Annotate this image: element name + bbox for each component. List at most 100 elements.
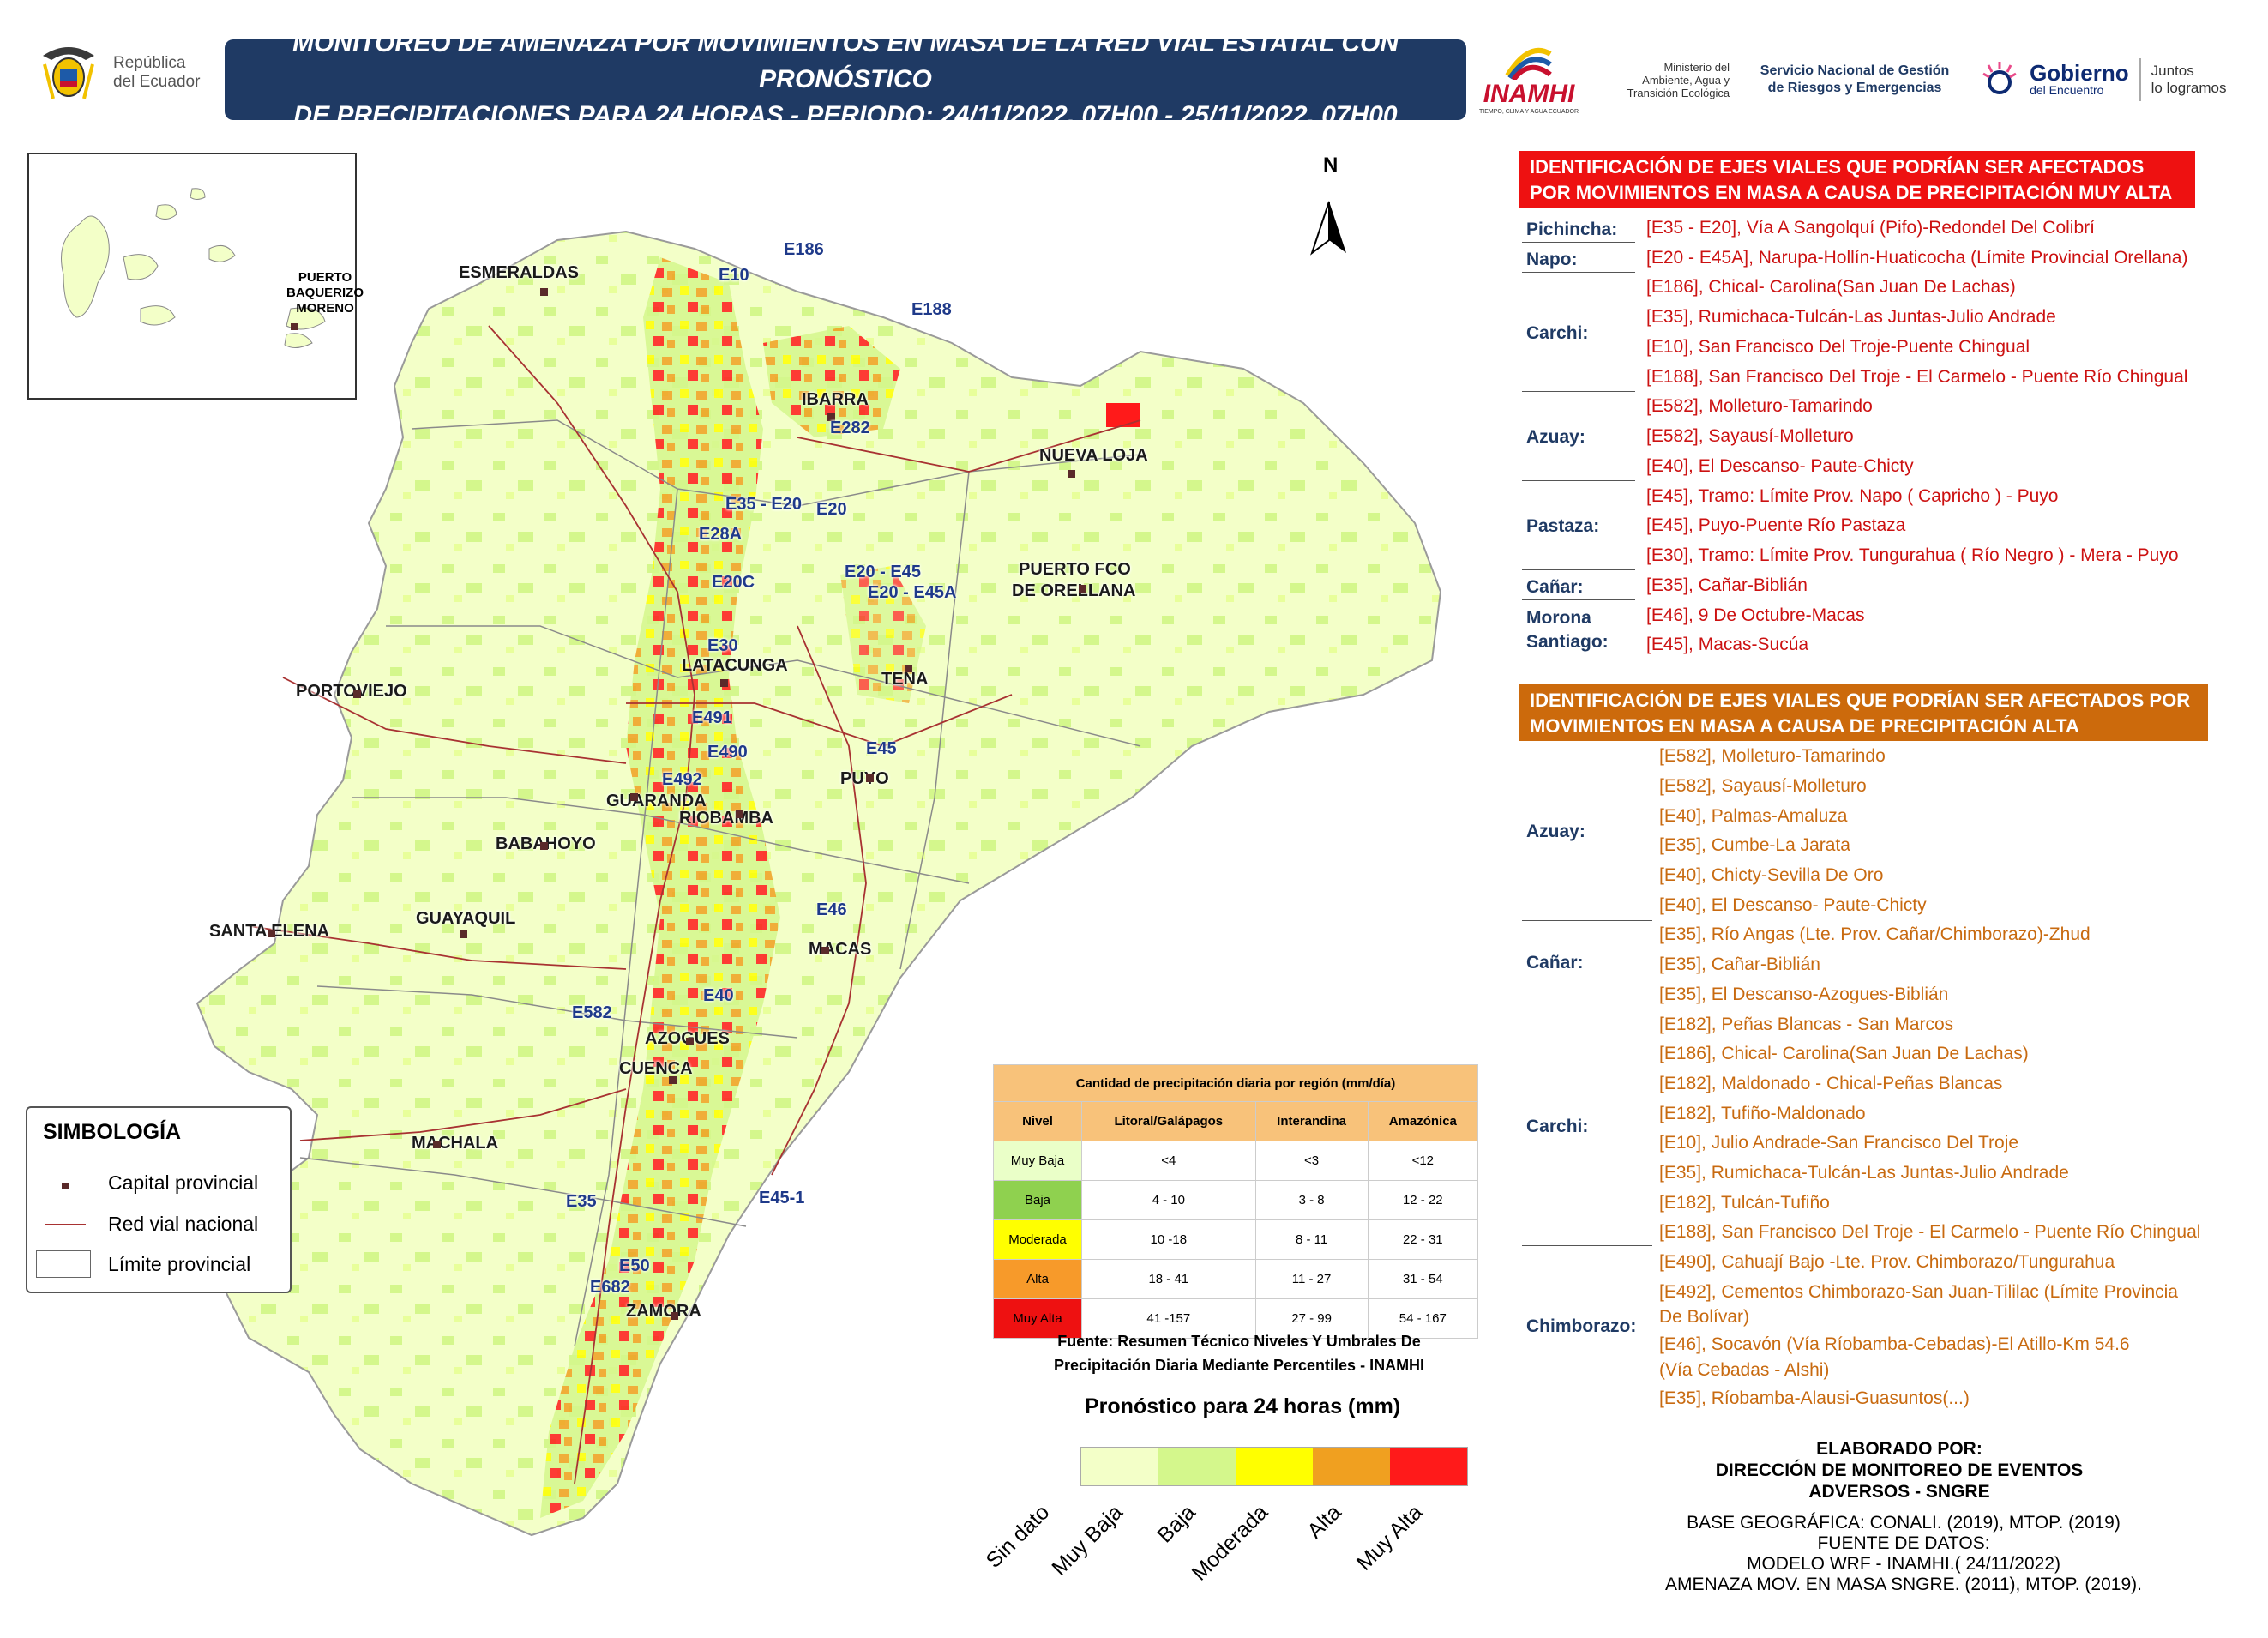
gobierno-star-icon bbox=[1982, 62, 2017, 94]
legend-swatch bbox=[1313, 1448, 1390, 1485]
table-cell: 10 -18 bbox=[1081, 1219, 1256, 1260]
symbology-limit: Límite provincial bbox=[36, 1250, 251, 1278]
table-header: Amazónica bbox=[1367, 1101, 1479, 1141]
table-cell: 4 - 10 bbox=[1081, 1180, 1256, 1220]
road-label: E20 - E45A bbox=[868, 583, 957, 602]
road-item: [E582], Molleturo-Tamarindo bbox=[1659, 746, 1886, 766]
province-label: Napo: bbox=[1526, 250, 1578, 269]
inamhi-text: INAMHI bbox=[1483, 79, 1575, 108]
city-label: PORTOVIEJO bbox=[296, 682, 407, 701]
capital-marker bbox=[630, 793, 638, 801]
road-item: [E30], Tramo: Límite Prov. Tungurahua ( … bbox=[1646, 545, 2179, 565]
road-item: [E492], Cementos Chimborazo-San Juan-Til… bbox=[1659, 1282, 2178, 1302]
road-item: De Bolívar) bbox=[1659, 1307, 1750, 1327]
province-label: Carchi: bbox=[1526, 1117, 1589, 1136]
road-item: [E35], Ríobamba-Alausi-Guasuntos(...) bbox=[1659, 1388, 1970, 1408]
city-label: MACHALA bbox=[412, 1134, 499, 1153]
divider bbox=[1522, 480, 1635, 481]
table-cell: 41 -157 bbox=[1081, 1298, 1256, 1339]
legend-title: Pronóstico para 24 horas (mm) bbox=[1085, 1394, 1401, 1418]
capital-marker bbox=[460, 930, 467, 938]
road-label: E35 - E20 bbox=[725, 495, 802, 514]
symbology-limit-label: Límite provincial bbox=[108, 1252, 251, 1275]
north-arrow-icon bbox=[1310, 201, 1346, 256]
legend-swatch bbox=[1390, 1448, 1467, 1485]
table-row: Baja 4 - 10 3 - 8 12 - 22 bbox=[993, 1180, 1479, 1220]
table-level: Baja bbox=[993, 1180, 1082, 1220]
road-item: [E10], San Francisco Del Troje-Puente Ch… bbox=[1646, 337, 2030, 357]
road-item: [E182], Maldonado - Chical-Peñas Blancas bbox=[1659, 1074, 2003, 1093]
table-cell: <12 bbox=[1367, 1141, 1479, 1181]
capital-marker bbox=[866, 774, 874, 782]
city-label: ESMERALDAS bbox=[459, 263, 580, 282]
table-level: Muy Baja bbox=[993, 1141, 1082, 1181]
road-item: [E35], Cumbe-La Jarata bbox=[1659, 835, 1850, 855]
map-title: MONITOREO DE AMENAZA POR MOVIMIENTOS EN … bbox=[225, 29, 1466, 129]
table-level: Muy Alta bbox=[993, 1298, 1082, 1339]
road-item: [E35], Río Angas (Lte. Prov. Cañar/Chimb… bbox=[1659, 924, 2091, 944]
capital-marker bbox=[1068, 470, 1075, 478]
divider bbox=[1522, 391, 1635, 392]
province-label: Pastaza: bbox=[1526, 516, 1600, 536]
city-label: IBARRA bbox=[802, 390, 869, 409]
data-sources: BASE GEOGRÁFICA: CONALI. (2019), MTOP. (… bbox=[1612, 1513, 2195, 1595]
road-label: E20 - E45 bbox=[845, 563, 921, 581]
table-row: Muy Alta 41 -157 27 - 99 54 - 167 bbox=[993, 1298, 1479, 1339]
road-label: E46 bbox=[816, 900, 847, 919]
road-label: E20 bbox=[816, 500, 847, 519]
road-item: (Vía Cebadas - Alshi) bbox=[1659, 1360, 1830, 1380]
capital-marker bbox=[905, 665, 912, 672]
road-label: E682 bbox=[590, 1278, 630, 1297]
road-item: [E40], Chicty-Sevilla De Oro bbox=[1659, 865, 1884, 885]
road-item: [E186], Chical- Carolina(San Juan De Lac… bbox=[1659, 1044, 2029, 1063]
capital-marker bbox=[821, 947, 829, 954]
capital-marker bbox=[353, 690, 361, 698]
city-label: CUENCA bbox=[619, 1059, 693, 1078]
road-network bbox=[248, 325, 1141, 1484]
divider bbox=[1522, 599, 1635, 600]
legend-swatch bbox=[1158, 1448, 1236, 1485]
city-label: TENA bbox=[881, 670, 929, 689]
road-label: E186 bbox=[784, 240, 824, 259]
divider bbox=[1522, 242, 1635, 243]
muy-alta-header: IDENTIFICACIÓN DE EJES VIALES QUE PODRÍA… bbox=[1519, 151, 2195, 208]
capital-marker bbox=[669, 1076, 677, 1084]
road-item: [E582], Molleturo-Tamarindo bbox=[1646, 396, 1873, 416]
province-label: Carchi: bbox=[1526, 323, 1589, 343]
province-label: Chimborazo: bbox=[1526, 1316, 1637, 1336]
road-label: E282 bbox=[830, 419, 870, 437]
provincial-borders bbox=[299, 419, 1141, 1347]
road-item: [E40], El Descanso- Paute-Chicty bbox=[1659, 895, 1927, 915]
divider bbox=[1522, 272, 1635, 273]
city-label: PUYO bbox=[840, 769, 889, 788]
legend-swatch bbox=[1236, 1448, 1313, 1485]
road-item: [E35], Cañar-Biblián bbox=[1646, 575, 1808, 595]
table-row: Moderada 10 -18 8 - 11 22 - 31 bbox=[993, 1219, 1479, 1260]
limit-box-icon bbox=[36, 1250, 91, 1278]
nueva-loja-hotspot bbox=[1106, 403, 1140, 427]
symbology-road: Red vial nacional bbox=[45, 1213, 258, 1236]
table-cell: 18 - 41 bbox=[1081, 1259, 1256, 1299]
road-label: E30 bbox=[707, 636, 738, 655]
table-cell: 31 - 54 bbox=[1367, 1259, 1479, 1299]
north-label: N bbox=[1323, 154, 1338, 177]
republica-logo: República del Ecuador bbox=[34, 34, 214, 111]
road-label: E490 bbox=[707, 743, 748, 762]
road-label: E45-1 bbox=[759, 1189, 805, 1207]
inamhi-sub: TIEMPO, CLIMA Y AGUA ECUADOR bbox=[1479, 108, 1579, 115]
road-item: [E582], Sayausí-Molleturo bbox=[1659, 776, 1867, 796]
road-label: E491 bbox=[692, 708, 732, 727]
road-label: E50 bbox=[619, 1256, 650, 1275]
road-item: [E40], Palmas-Amaluza bbox=[1659, 806, 1848, 826]
road-item: [E182], Peñas Blancas - San Marcos bbox=[1659, 1015, 1954, 1034]
city-label: PUERTO FCO bbox=[1019, 560, 1131, 579]
road-item: [E35], Rumichaca-Tulcán-Las Juntas-Julio… bbox=[1659, 1163, 2069, 1183]
inamhi-logo: INAMHI TIEMPO, CLIMA Y AGUA ECUADOR bbox=[1479, 45, 1579, 115]
road-item: [E582], Sayausí-Molleturo bbox=[1646, 426, 1854, 446]
capital-marker bbox=[671, 1312, 678, 1320]
road-item: [E46], 9 De Octubre-Macas bbox=[1646, 605, 1865, 625]
table-header: Interandina bbox=[1254, 1101, 1369, 1141]
capital-marker bbox=[540, 288, 548, 296]
divider bbox=[1522, 569, 1635, 570]
title-line-2: DE PRECIPITACIONES PARA 24 HORAS - PERIO… bbox=[293, 101, 1398, 129]
